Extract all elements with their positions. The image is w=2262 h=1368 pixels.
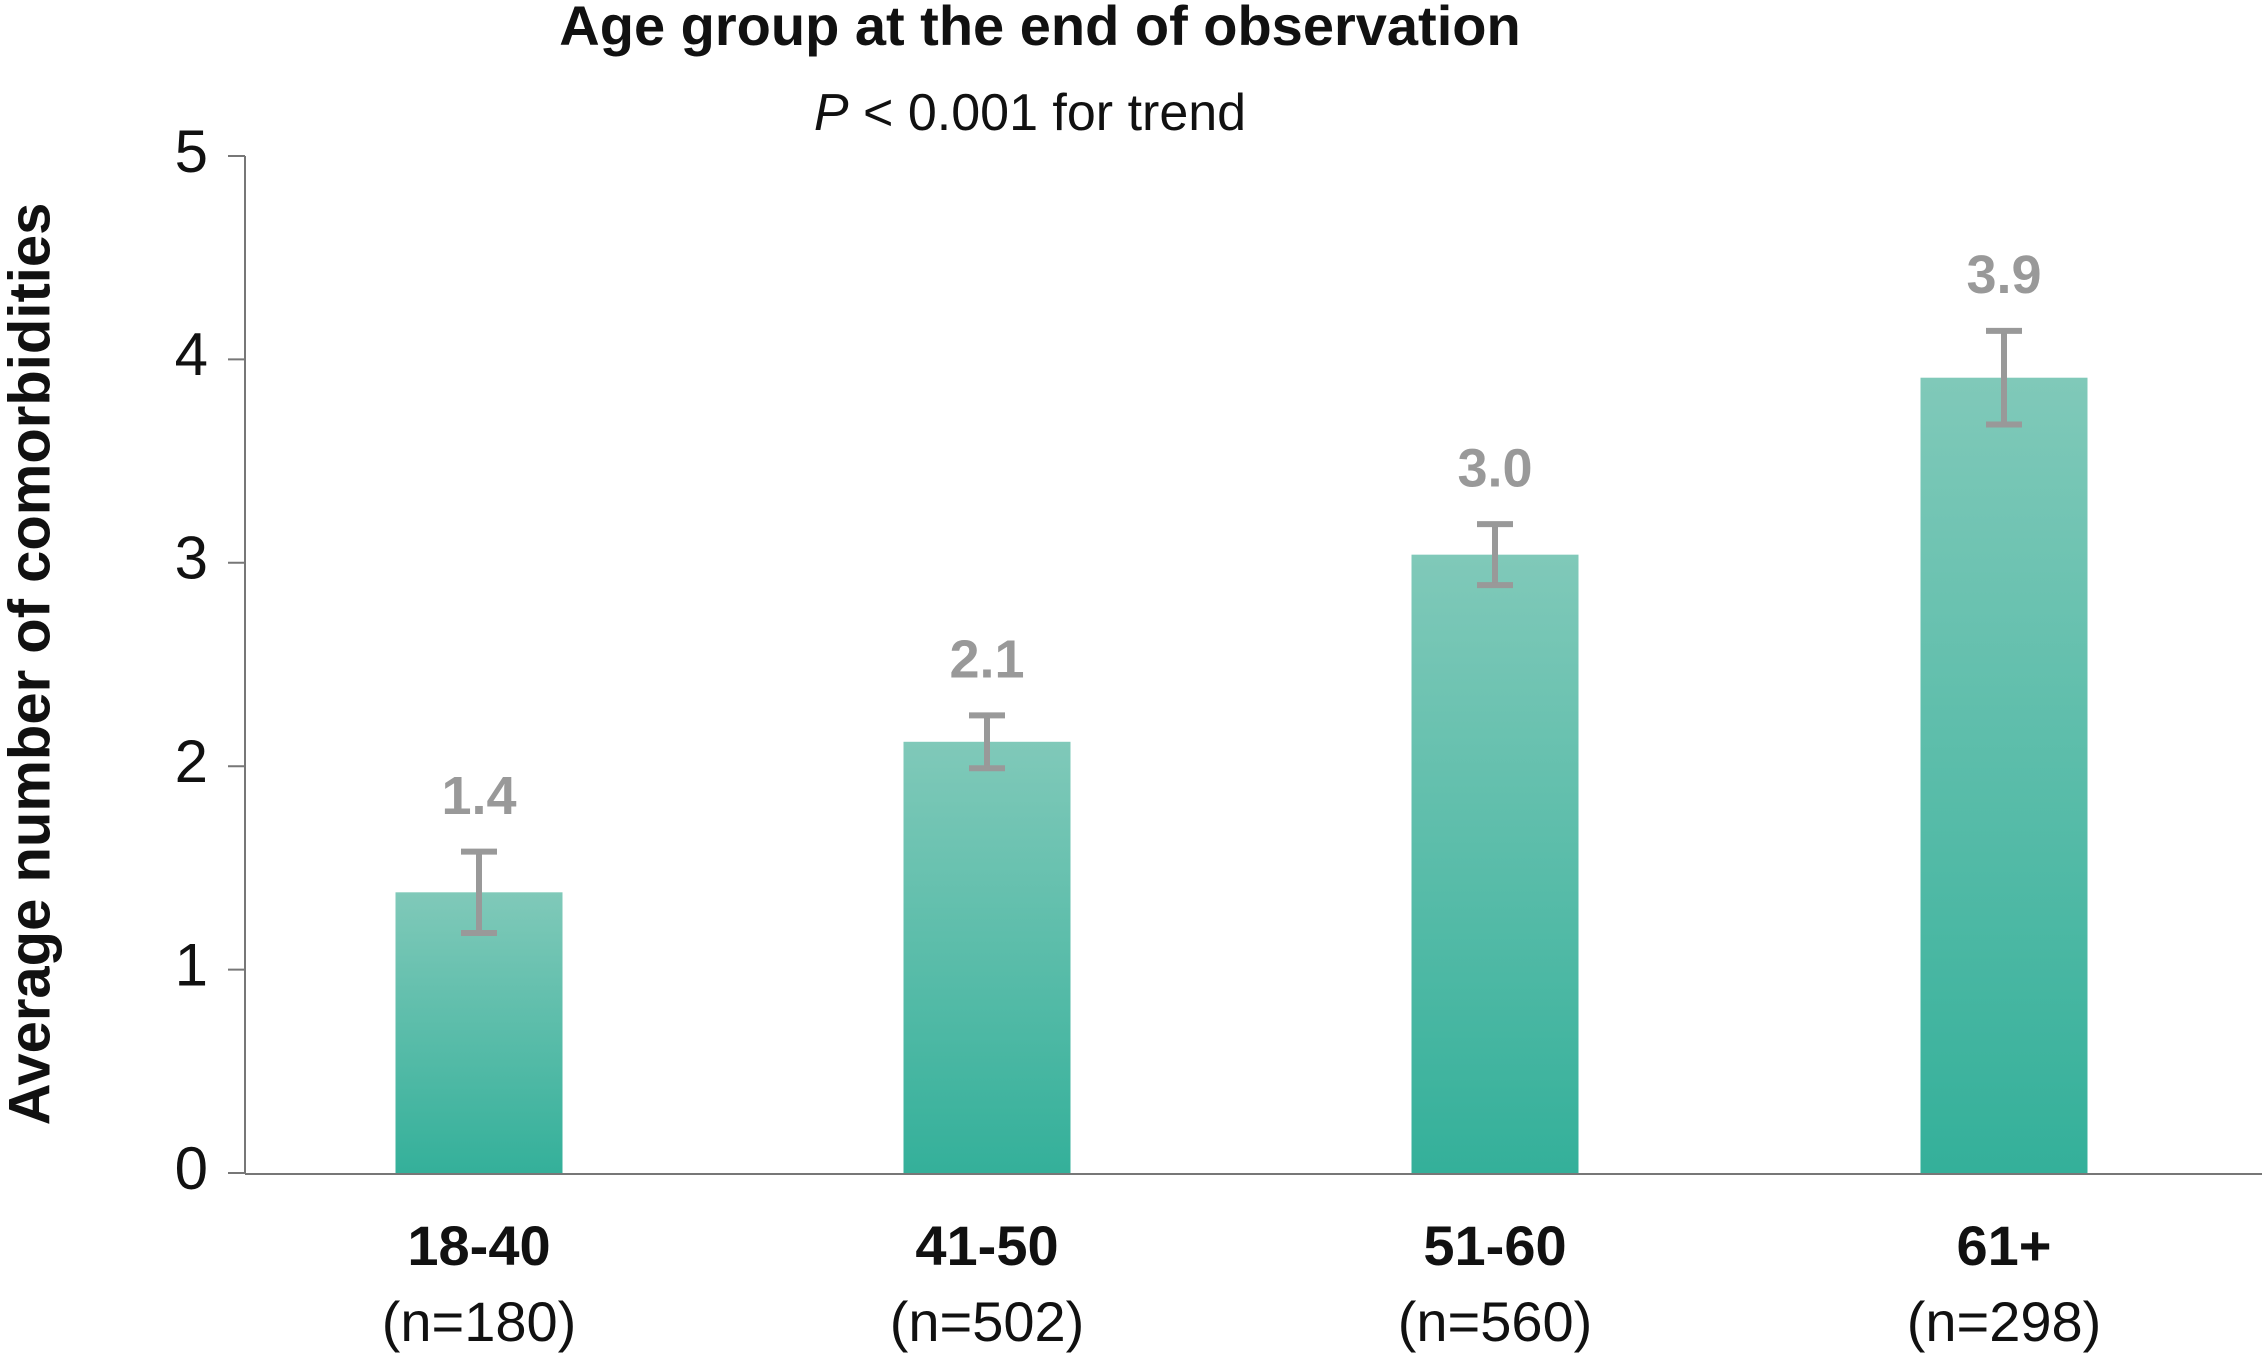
y-axis-label: Average number of comorbidities — [0, 203, 62, 1126]
x-tick-label: 41-50 — [915, 1214, 1058, 1277]
chart-subtitle: P < 0.001 for trend — [814, 84, 1246, 142]
y-tick-label: 1 — [175, 931, 208, 998]
x-tick-label: 51-60 — [1423, 1214, 1566, 1277]
value-label: 3.0 — [1457, 438, 1532, 498]
bar — [1920, 377, 2088, 1173]
y-tick-label: 0 — [175, 1135, 208, 1202]
y-tick-label: 3 — [175, 525, 208, 592]
value-label: 1.4 — [441, 766, 516, 826]
bar — [903, 741, 1071, 1173]
chart-title: Age group at the end of observation — [559, 0, 1520, 57]
x-tick-note: (n=180) — [382, 1290, 577, 1353]
subtitle-italic: P — [814, 84, 849, 142]
x-tick-label: 18-40 — [407, 1214, 550, 1277]
x-tick-note: (n=298) — [1907, 1290, 2102, 1353]
x-tick-note: (n=560) — [1398, 1290, 1593, 1353]
y-tick-label: 4 — [175, 321, 208, 388]
y-tick-label: 5 — [175, 118, 208, 185]
x-tick-note: (n=502) — [890, 1290, 1085, 1353]
x-tick-label: 61+ — [1957, 1214, 2052, 1277]
bar — [395, 892, 563, 1173]
subtitle-text: < 0.001 for trend — [863, 84, 1246, 142]
value-label: 3.9 — [1966, 245, 2041, 305]
value-label: 2.1 — [949, 630, 1024, 690]
bar — [1411, 554, 1579, 1173]
y-tick-label: 2 — [175, 728, 208, 795]
